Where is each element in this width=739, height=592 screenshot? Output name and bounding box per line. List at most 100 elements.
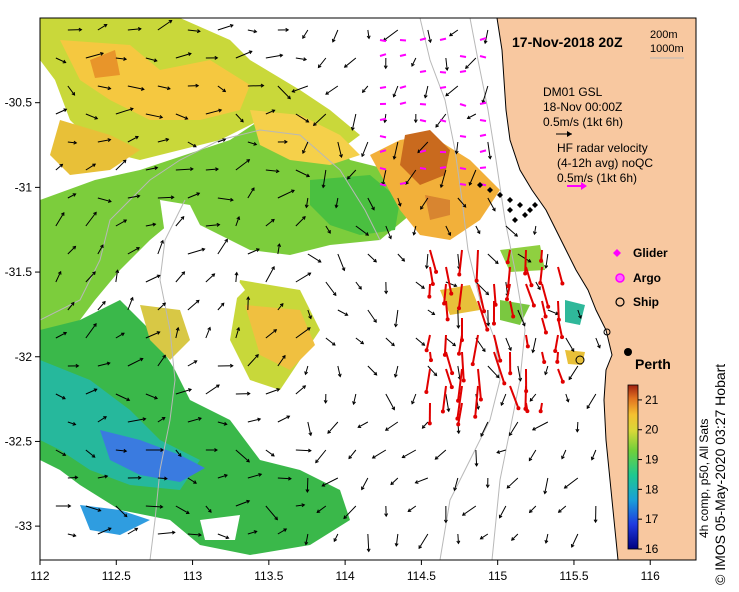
current-arrow-head	[305, 489, 310, 493]
current-arrow-head	[63, 108, 68, 112]
radar-arrow	[445, 368, 453, 388]
current-arrow	[393, 141, 399, 159]
current-arrow	[337, 365, 341, 377]
radar-arrow	[539, 266, 543, 284]
current-arrow	[307, 253, 322, 263]
current-arrow	[55, 57, 66, 64]
current-arrow-head	[590, 456, 595, 461]
current-arrow-head	[93, 211, 97, 216]
hf-magenta-arrow	[419, 167, 427, 170]
current-arrow-head	[123, 513, 128, 518]
radar-arrow	[457, 368, 463, 401]
current-arrow-head	[225, 535, 230, 540]
current-arrow	[457, 253, 460, 270]
current-arrow-head	[275, 169, 280, 174]
current-arrow-head	[240, 118, 244, 123]
current-arrow	[235, 113, 244, 123]
current-arrow-head	[181, 271, 186, 275]
current-arrow-head	[312, 122, 317, 127]
current-arrow-head	[253, 530, 258, 534]
radar-arrow	[557, 317, 564, 338]
current-arrow	[115, 219, 127, 227]
current-arrow	[67, 193, 76, 199]
current-arrow	[457, 197, 467, 208]
current-arrow-head	[327, 430, 331, 434]
current-arrow-head	[214, 448, 218, 453]
current-arrow-head	[74, 475, 79, 480]
y-tick-label: -31.5	[5, 265, 33, 279]
hf-magenta-arrow	[399, 85, 407, 89]
current-arrow-head	[185, 510, 190, 515]
current-arrow	[480, 533, 489, 540]
current-arrow-head	[279, 53, 284, 58]
current-arrow	[453, 477, 459, 491]
y-tick-label: -30.5	[5, 96, 33, 110]
current-arrow	[127, 136, 139, 143]
current-arrow	[67, 533, 76, 537]
current-arrow	[469, 169, 477, 186]
current-arrow-head	[323, 400, 328, 404]
current-arrow-head	[260, 83, 265, 88]
current-arrow	[205, 384, 220, 395]
current-arrow-head	[216, 222, 221, 227]
current-arrow-head	[315, 459, 319, 464]
current-arrow-head	[480, 433, 484, 437]
current-arrow	[85, 505, 101, 512]
current-arrow-head	[78, 27, 83, 32]
current-arrow-head	[71, 91, 76, 96]
glider-point	[532, 202, 538, 208]
current-arrow	[175, 168, 193, 171]
current-arrow-head	[317, 259, 322, 263]
current-arrow-head	[508, 347, 512, 352]
current-arrow-head	[129, 296, 134, 301]
current-arrow-head	[466, 115, 471, 120]
current-arrow	[325, 281, 337, 296]
current-arrow-head	[384, 427, 389, 431]
x-axis: 112 112.5 113 113.5 114 114.5 115 115.5 116	[30, 560, 660, 583]
current-arrow	[385, 421, 399, 431]
radar-arrow	[477, 283, 486, 312]
current-arrow	[420, 197, 429, 210]
current-arrow-head	[474, 462, 479, 467]
hf-radar-detail: (4-12h avg) noQC	[557, 156, 653, 170]
current-arrow-head	[184, 116, 189, 120]
current-arrow-head	[246, 159, 251, 163]
glider-point	[527, 207, 533, 213]
current-arrow-head	[246, 296, 251, 300]
current-arrow-head	[229, 197, 234, 202]
current-arrow-head	[72, 193, 77, 197]
hf-magenta-arrow	[439, 166, 447, 169]
current-arrow	[97, 362, 110, 367]
current-arrow	[97, 301, 106, 311]
current-arrow	[175, 388, 192, 395]
current-arrow	[402, 449, 417, 458]
current-arrow	[295, 327, 311, 339]
current-arrow	[351, 113, 357, 131]
radar-arrow-head	[485, 327, 490, 332]
radar-arrow-head	[523, 271, 528, 276]
current-arrow-head	[129, 107, 134, 112]
radar-arrow	[524, 249, 527, 274]
current-arrow	[247, 418, 261, 423]
current-arrow-head	[195, 83, 200, 88]
current-arrow	[558, 505, 567, 513]
current-arrow-head	[255, 248, 260, 252]
current-arrow-head	[528, 457, 533, 462]
current-arrow	[265, 505, 278, 520]
current-arrow	[157, 417, 166, 423]
current-arrow-head	[462, 203, 467, 208]
x-tick-label: 114.5	[407, 569, 436, 583]
current-arrow-head	[304, 371, 309, 376]
current-arrow	[455, 141, 459, 154]
current-arrow-head	[137, 27, 142, 31]
current-arrow-head	[67, 504, 72, 508]
x-tick-label: 114	[336, 569, 355, 583]
current-arrow-head	[391, 406, 395, 411]
colorbar-tick-label: 20	[645, 423, 659, 437]
current-arrow	[440, 169, 447, 188]
current-arrow-head	[302, 385, 307, 389]
colorbar-tick-label: 16	[645, 542, 659, 556]
current-arrow-head	[162, 354, 166, 359]
current-arrow-head	[357, 424, 362, 428]
current-arrow-head	[544, 371, 548, 376]
